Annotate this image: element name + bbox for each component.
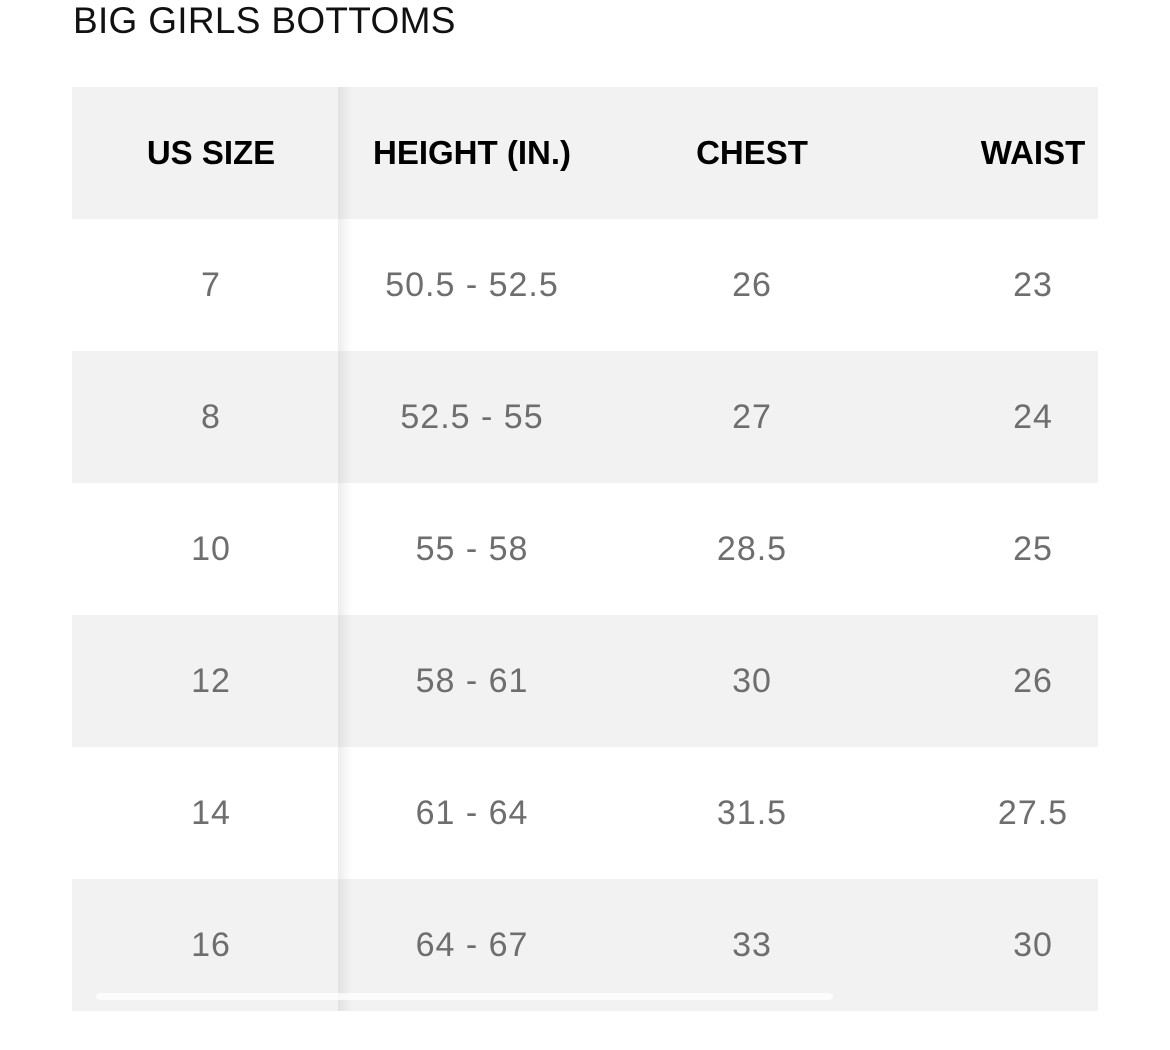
cell-us-size: 12 (191, 662, 231, 700)
cell-height: 64 - 67 (415, 926, 529, 964)
cell-chest: 30 (732, 662, 772, 700)
cell-height: 58 - 61 (415, 662, 529, 700)
cell-us-size: 7 (201, 266, 221, 304)
table-row: 10 55 - 58 28.5 25 (72, 483, 1098, 615)
cell-chest: 31.5 (716, 794, 788, 832)
header-waist: WAIST (980, 134, 1086, 171)
cell-us-size: 10 (191, 530, 231, 568)
cell-us-size: 16 (191, 926, 231, 964)
size-chart-table[interactable]: US SIZE HEIGHT (IN.) CHEST WAIST 7 50.5 -… (72, 87, 1098, 1011)
cell-height: 61 - 64 (415, 794, 529, 832)
cell-height: 50.5 - 52.5 (385, 266, 559, 304)
cell-waist: 25 (1013, 530, 1053, 568)
table-row: 8 52.5 - 55 27 24 (72, 351, 1098, 483)
cell-chest: 33 (732, 926, 772, 964)
table-row: 12 58 - 61 30 26 (72, 615, 1098, 747)
header-height: HEIGHT (IN.) (373, 134, 571, 171)
page-title: BIG GIRLS BOTTOMS (73, 0, 456, 41)
cell-waist: 30 (1013, 926, 1053, 964)
table-row: 16 64 - 67 33 30 (72, 879, 1098, 1011)
cell-us-size: 8 (201, 398, 221, 436)
horizontal-scrollbar[interactable] (96, 993, 833, 1000)
cell-us-size: 14 (191, 794, 231, 832)
cell-waist: 26 (1013, 662, 1053, 700)
cell-waist: 23 (1013, 266, 1053, 304)
cell-chest: 28.5 (716, 530, 788, 568)
cell-chest: 26 (732, 266, 772, 304)
header-us-size: US SIZE (146, 134, 276, 171)
table-row: 7 50.5 - 52.5 26 23 (72, 219, 1098, 351)
cell-waist: 24 (1013, 398, 1053, 436)
cell-height: 55 - 58 (415, 530, 529, 568)
table-header: US SIZE HEIGHT (IN.) CHEST WAIST (72, 87, 1098, 219)
table-row: 14 61 - 64 31.5 27.5 (72, 747, 1098, 879)
cell-waist: 27.5 (997, 794, 1069, 832)
header-chest: CHEST (696, 134, 808, 171)
cell-height: 52.5 - 55 (400, 398, 544, 436)
cell-chest: 27 (732, 398, 772, 436)
